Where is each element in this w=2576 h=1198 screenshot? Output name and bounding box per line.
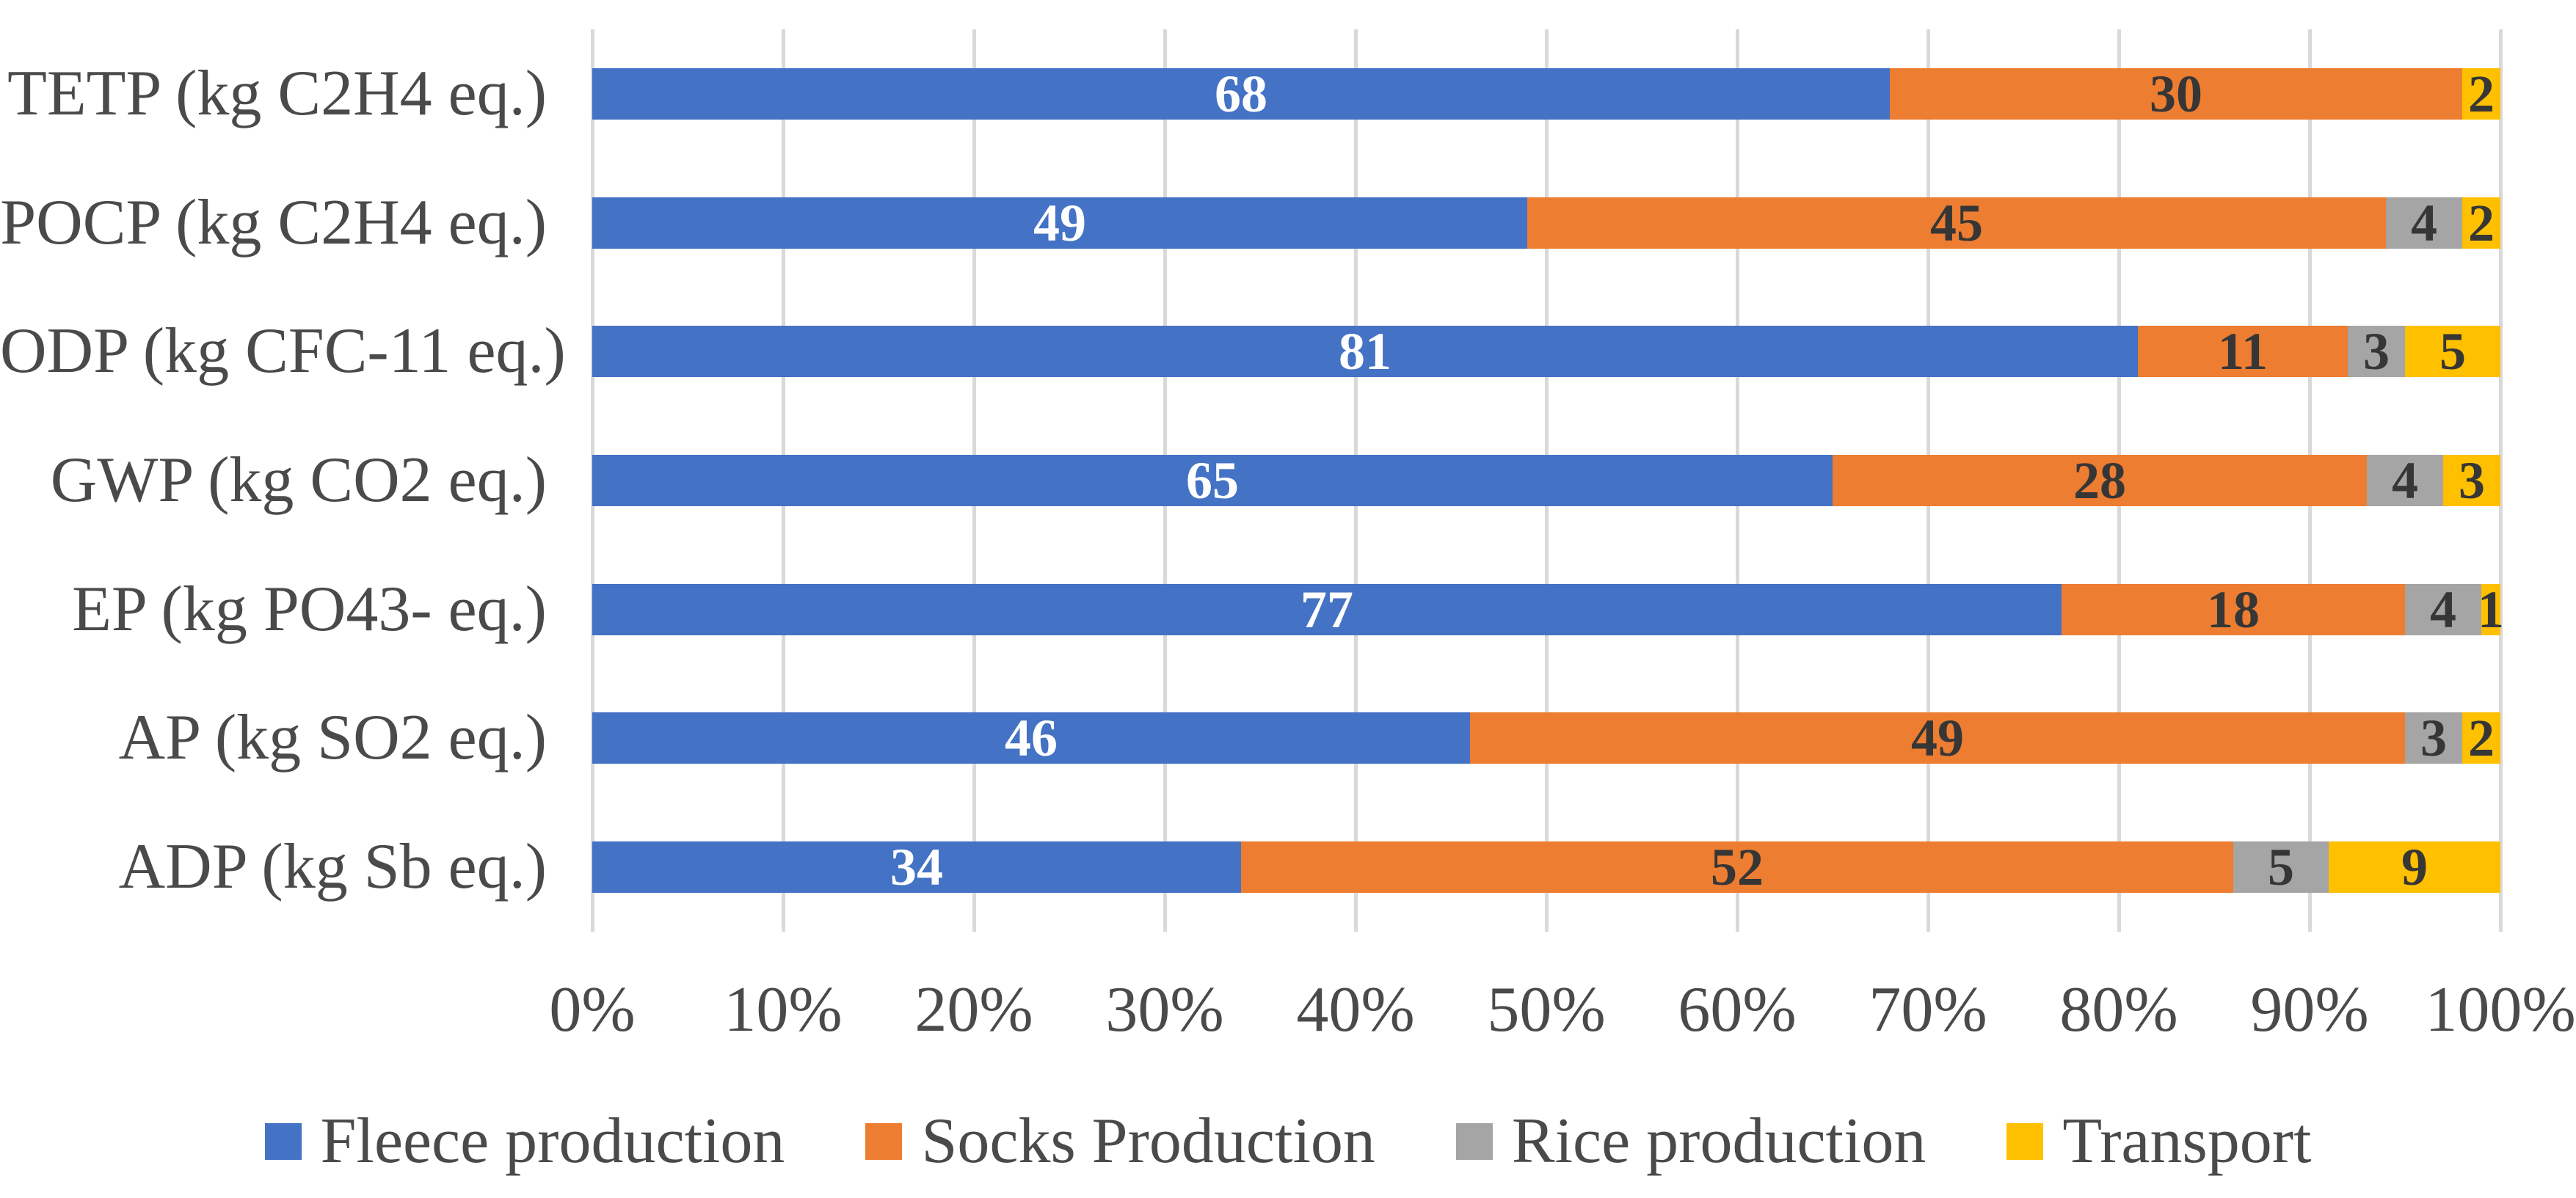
gridline-100% <box>2499 29 2503 932</box>
data-label: 68 <box>1215 64 1267 123</box>
x-tick-label: 60% <box>1678 974 1797 1045</box>
legend-label: Rice production <box>1511 1106 1926 1177</box>
legend-label: Socks Production <box>921 1106 1375 1177</box>
data-label: 2 <box>2468 64 2495 123</box>
bar-segment: 46 <box>592 712 1470 764</box>
legend-item: Rice production <box>1455 1104 1926 1178</box>
x-tick-label: 20% <box>914 974 1033 1045</box>
legend-item: Transport <box>2006 1104 2311 1178</box>
x-tick-label: 10% <box>724 974 843 1045</box>
bar-segment: 11 <box>2138 322 2348 381</box>
data-label: 4 <box>2411 193 2437 252</box>
x-tick-label: 70% <box>1869 974 1987 1045</box>
data-label: 34 <box>890 838 943 897</box>
data-label: 77 <box>1300 580 1353 639</box>
bar-row: 81 11 3 5 <box>592 322 2500 381</box>
data-label: 52 <box>1711 838 1764 897</box>
bar-segment: 68 <box>592 64 1890 123</box>
data-label: 4 <box>2430 580 2456 639</box>
x-tick-label: 80% <box>2059 974 2178 1045</box>
category-label: ADP (kg Sb eq.) <box>118 831 547 903</box>
category-label: AP (kg SO2 eq.) <box>118 702 547 774</box>
bar-segment: 3 <box>2443 451 2500 510</box>
legend-swatch-icon <box>1455 1122 1493 1160</box>
bar-segment: 5 <box>2233 838 2329 897</box>
x-tick-label: 0% <box>549 974 636 1045</box>
x-tick-label: 90% <box>2250 974 2369 1045</box>
data-label: 11 <box>2217 322 2268 381</box>
bar-segment: 34 <box>592 838 1241 897</box>
bar-segment: 2 <box>2462 64 2500 123</box>
data-label: 3 <box>2459 451 2485 510</box>
legend-item: Socks Production <box>865 1104 1375 1178</box>
legend-label: Fleece production <box>320 1106 785 1177</box>
bar-segment: 28 <box>1833 451 2367 510</box>
data-label: 5 <box>2439 322 2466 381</box>
category-label: GWP (kg CO2 eq.) <box>50 445 547 516</box>
bar-segment: 9 <box>2329 838 2500 897</box>
bar-segment: 4 <box>2367 451 2443 510</box>
data-label: 45 <box>1930 193 1983 252</box>
data-label: 2 <box>2468 193 2495 252</box>
bar-segment: 81 <box>592 322 2138 381</box>
data-label: 81 <box>1339 322 1391 381</box>
data-label: 49 <box>1033 193 1086 252</box>
x-tick-label: 40% <box>1296 974 1415 1045</box>
bar-segment: 5 <box>2405 322 2500 381</box>
legend-swatch-icon <box>264 1122 302 1160</box>
bar-segment: 49 <box>1470 712 2405 764</box>
bar-row: 68 30 2 <box>592 64 2500 123</box>
data-label: 46 <box>1005 709 1058 768</box>
bar-row: 77 18 4 1 <box>592 580 2504 639</box>
bar-segment: 1 <box>2478 583 2504 636</box>
data-label: 1 <box>2478 580 2504 639</box>
legend-item: Fleece production <box>264 1104 785 1178</box>
plot-area: 68 30 2 49 45 4 2 81 11 3 5 65 28 4 3 77 18 4 1 46 49 3 2 34 52 5… <box>591 29 2504 932</box>
bar-segment: 52 <box>1241 838 2233 897</box>
legend-swatch-icon <box>865 1122 903 1160</box>
category-label: POCP (kg C2H4 eq.) <box>0 186 547 258</box>
bar-row: 34 52 5 9 <box>592 838 2500 897</box>
data-label: 2 <box>2468 709 2495 768</box>
data-label: 18 <box>2207 580 2260 639</box>
data-label: 9 <box>2401 838 2428 897</box>
bar-segment: 18 <box>2062 580 2405 639</box>
bar-segment: 4 <box>2386 197 2462 249</box>
x-tick-label: 50% <box>1487 974 1606 1045</box>
bar-segment: 77 <box>592 580 2062 639</box>
bar-segment: 3 <box>2405 712 2462 764</box>
data-label: 5 <box>2268 838 2294 897</box>
bar-segment: 4 <box>2405 580 2481 639</box>
bar-segment: 30 <box>1890 64 2462 123</box>
bar-row: 46 49 3 2 <box>592 712 2500 764</box>
data-label: 49 <box>1911 709 1964 768</box>
bar-segment: 3 <box>2348 322 2405 381</box>
legend-swatch-icon <box>2006 1122 2044 1160</box>
legend: Fleece production Socks Production Rice pr… <box>0 1104 2576 1178</box>
data-label: 28 <box>2073 451 2126 510</box>
data-label: 65 <box>1186 451 1239 510</box>
bar-segment: 2 <box>2462 712 2500 764</box>
x-tick-label: 100% <box>2425 974 2576 1045</box>
x-tick-label: 30% <box>1105 974 1224 1045</box>
bar-segment: 2 <box>2462 197 2500 249</box>
data-label: 3 <box>2363 322 2390 381</box>
category-label: EP (kg PO43- eq.) <box>72 573 547 645</box>
bar-row: 49 45 4 2 <box>592 197 2500 249</box>
bar-segment: 65 <box>592 451 1833 510</box>
data-label: 30 <box>2150 64 2202 123</box>
category-label: ODP (kg CFC-11 eq.) <box>0 315 566 387</box>
bar-segment: 45 <box>1527 197 2386 249</box>
bar-row: 65 28 4 3 <box>592 451 2500 510</box>
category-label: TETP (kg C2H4 eq.) <box>7 57 547 129</box>
data-label: 3 <box>2420 709 2447 768</box>
bar-segment: 49 <box>592 197 1527 249</box>
legend-label: Transport <box>2062 1106 2312 1177</box>
data-label: 4 <box>2392 451 2418 510</box>
